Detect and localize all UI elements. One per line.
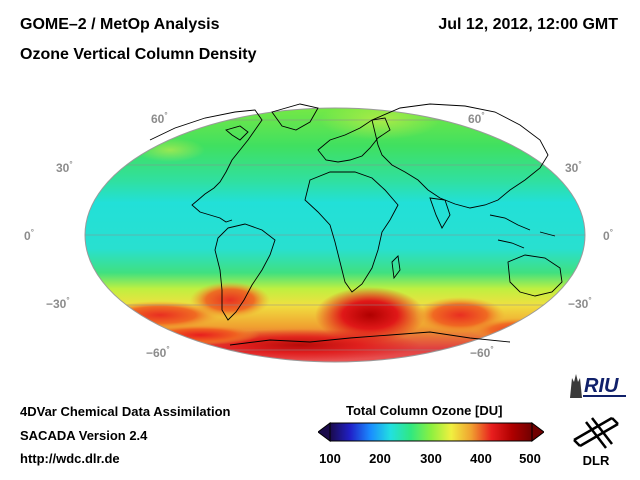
lat-label-right-60: 60° <box>468 111 485 126</box>
lat-label-right-0: 0° <box>603 228 613 243</box>
header-subtitle: Ozone Vertical Column Density <box>20 46 257 63</box>
footer-link[interactable]: http://wdc.dlr.de <box>20 451 120 466</box>
colorbar-tick-500: 500 <box>519 451 541 466</box>
colorbar-tick-300: 300 <box>420 451 442 466</box>
footer-line-2: SACADA Version 2.4 <box>20 428 148 443</box>
riu-logo-mark <box>570 374 582 398</box>
dlr-logo: DLR <box>573 416 619 468</box>
dlr-logo-mark <box>573 416 619 449</box>
colorbar-tick-100: 100 <box>319 451 341 466</box>
lat-label-left-0: 0° <box>24 228 34 243</box>
colorbar-tick-200: 200 <box>369 451 391 466</box>
footer-line-1: 4DVar Chemical Data Assimilation <box>20 404 231 419</box>
colorbar-title: Total Column Ozone [DU] <box>346 403 503 418</box>
riu-logo: RIU <box>570 374 626 398</box>
riu-logo-text: RIU <box>584 375 619 397</box>
lat-label-left-minus30: −30° <box>46 296 70 311</box>
colorbar-high-arrow <box>531 422 544 442</box>
header-datetime: Jul 12, 2012, 12:00 GMT <box>438 16 618 33</box>
coastlines <box>149 103 563 346</box>
dlr-logo-text: DLR <box>583 453 610 468</box>
lat-label-left-30: 30° <box>56 160 73 175</box>
colorbar-low-arrow <box>318 422 331 442</box>
colorbar-gradient <box>329 422 533 442</box>
lat-label-right-30: 30° <box>565 160 582 175</box>
lat-label-right-minus30: −30° <box>568 296 592 311</box>
header-title: GOME–2 / MetOp Analysis <box>20 16 220 33</box>
lat-label-right-minus60: −60° <box>470 345 494 360</box>
colorbar <box>318 422 544 442</box>
colorbar-tick-400: 400 <box>470 451 492 466</box>
lat-label-left-60: 60° <box>151 111 168 126</box>
ozone-map <box>84 103 586 363</box>
lat-label-left-minus60: −60° <box>146 345 170 360</box>
